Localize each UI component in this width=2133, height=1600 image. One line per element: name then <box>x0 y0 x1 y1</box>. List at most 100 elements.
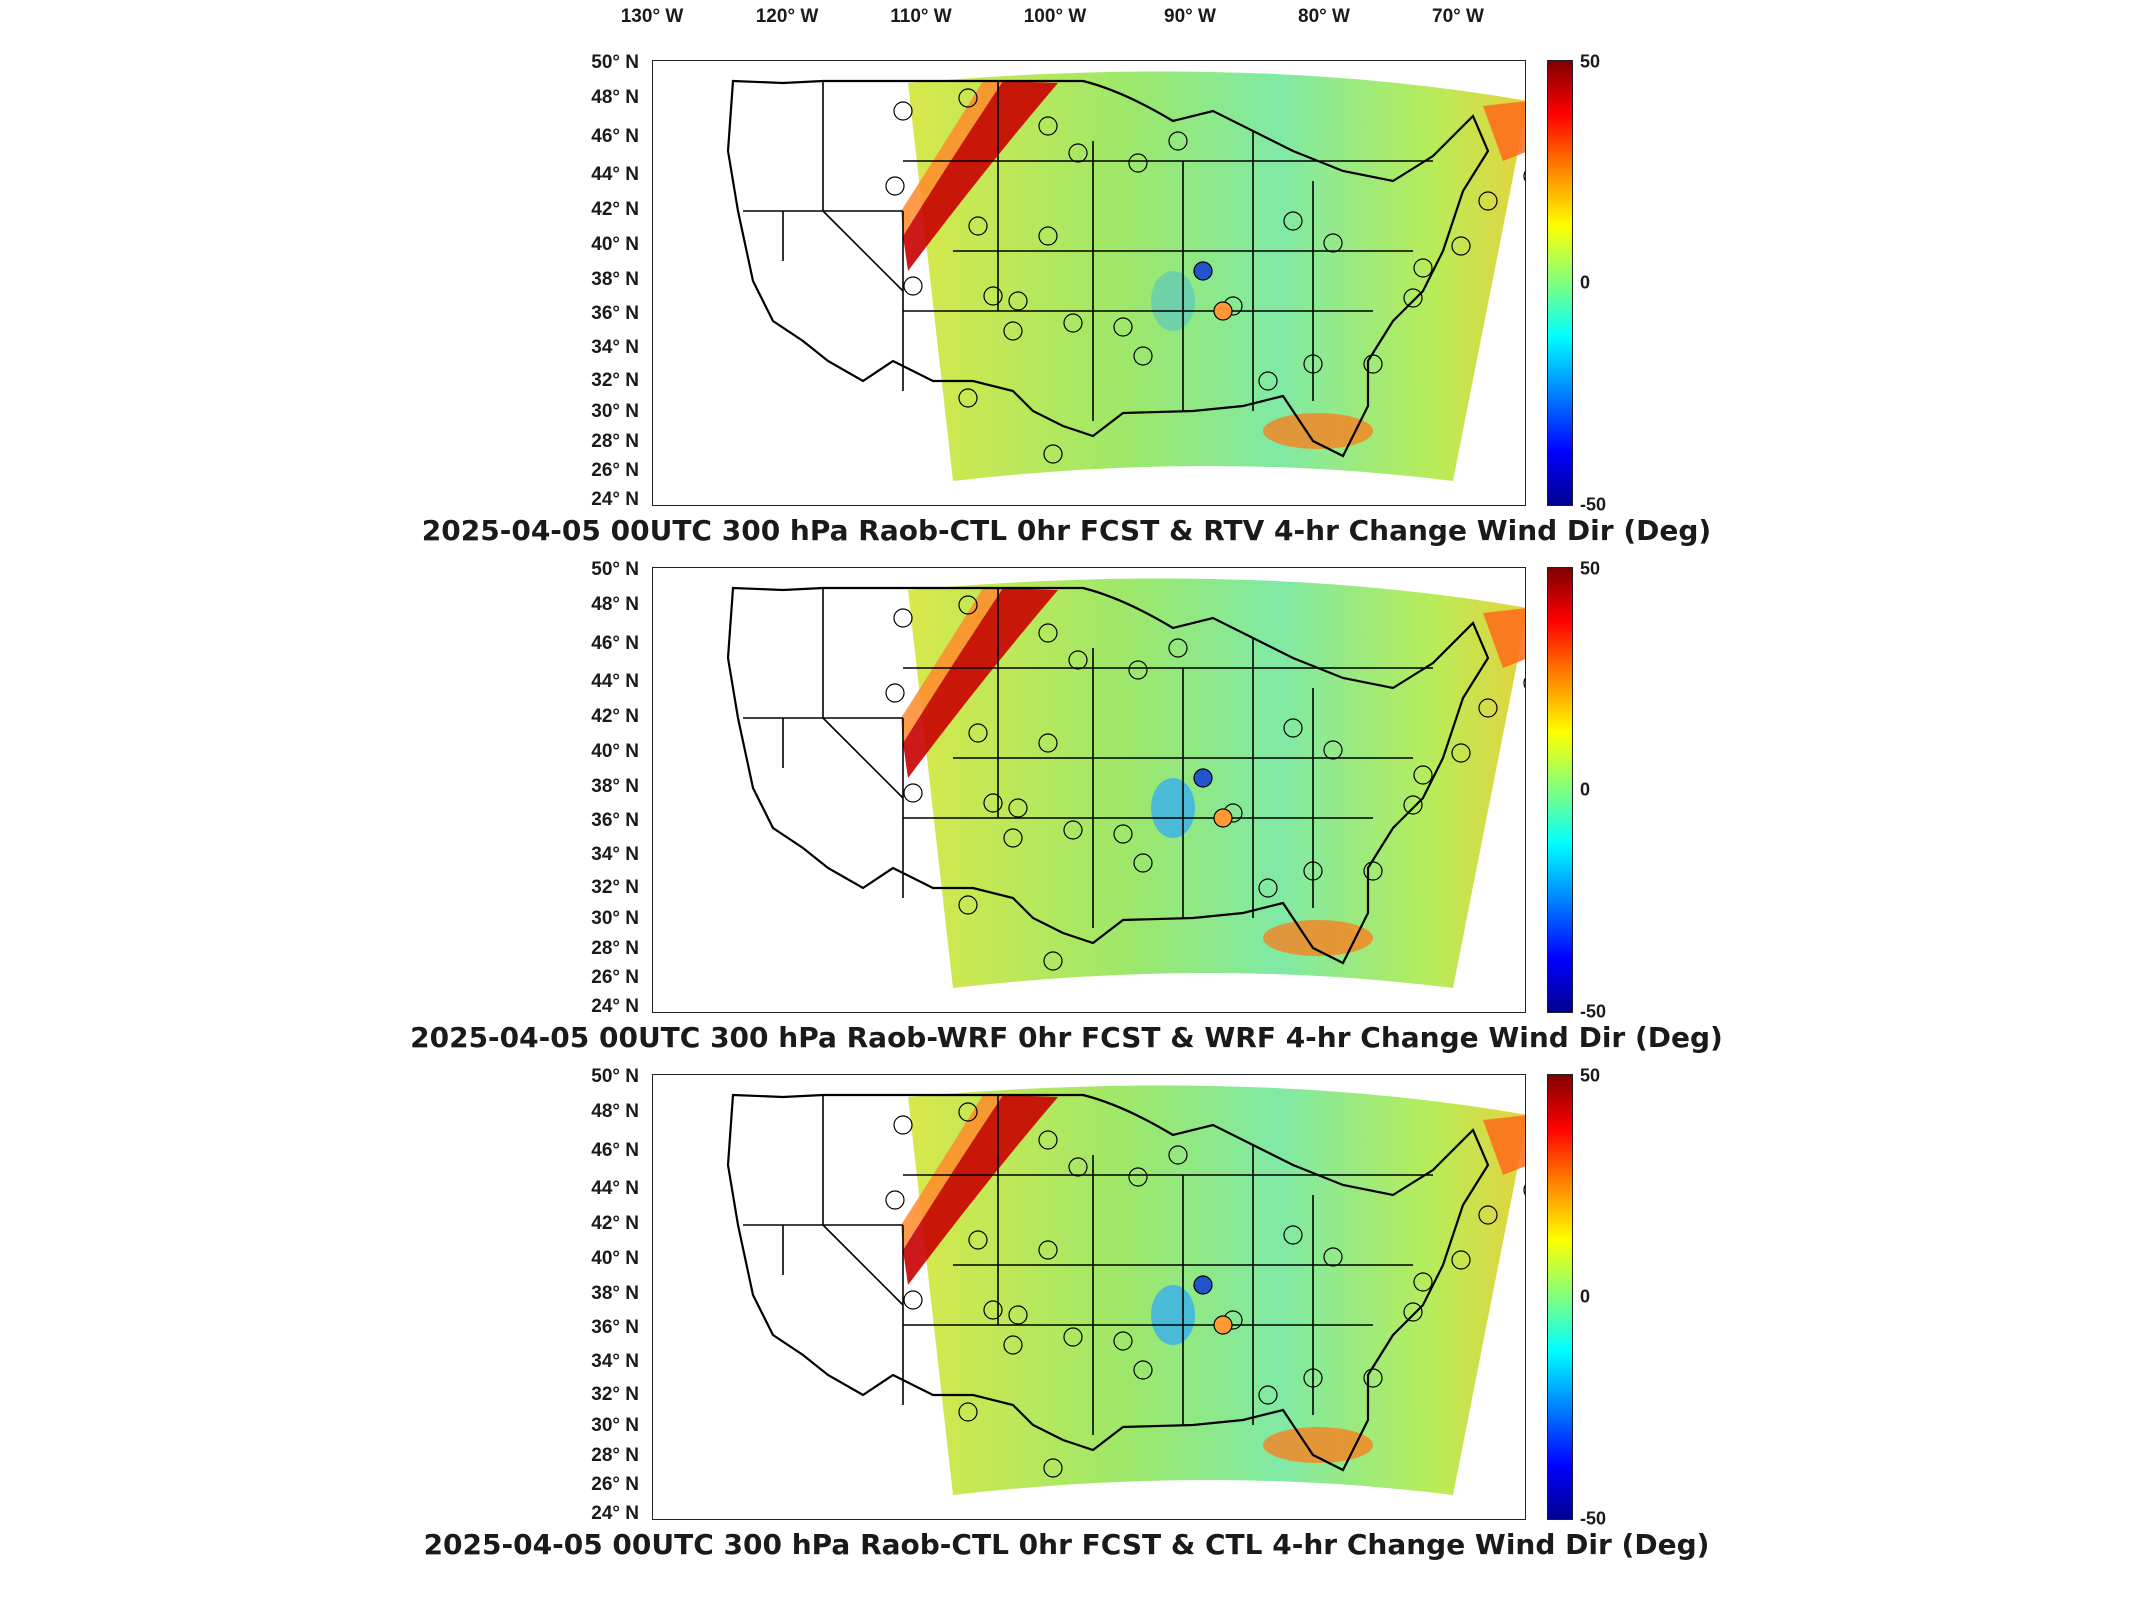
raob-station-marker <box>1323 233 1343 253</box>
raob-station-marker <box>1063 1327 1083 1347</box>
map-panel-2: 50 0 -50 2025-04-05 00UTC 300 hPa Raob-W… <box>0 557 2133 1057</box>
longitude-axis: 130° W 120° W 110° W 100° W 90° W 80° W … <box>0 0 2133 50</box>
lat-label: 44° N <box>591 671 639 692</box>
raob-station-marker <box>983 793 1003 813</box>
colorbar-mid-label: 0 <box>1580 1286 1591 1307</box>
raob-station-marker <box>1451 743 1471 763</box>
lat-label: 46° N <box>591 1140 639 1161</box>
raob-station-marker <box>1363 354 1383 374</box>
lat-label: 38° N <box>591 269 639 290</box>
raob-station-marker <box>1213 301 1233 321</box>
lat-label: 44° N <box>591 1178 639 1199</box>
raob-station-marker <box>1213 1315 1233 1335</box>
raob-station-marker <box>958 1402 978 1422</box>
colorbar-max-label: 50 <box>1580 51 1601 72</box>
lat-label: 30° N <box>591 401 639 422</box>
raob-station-marker <box>1068 650 1088 670</box>
lat-label: 32° N <box>591 1384 639 1405</box>
lat-label: 34° N <box>591 844 639 865</box>
raob-station-marker <box>1113 824 1133 844</box>
raob-station-marker <box>1303 1368 1323 1388</box>
raob-station-marker <box>1258 371 1278 391</box>
raob-station-marker <box>1063 820 1083 840</box>
map-frame <box>652 567 1526 1013</box>
colorbar <box>1547 567 1573 1013</box>
raob-station-marker <box>1008 1305 1028 1325</box>
raob-station-marker <box>1133 853 1153 873</box>
model-field <box>908 71 1525 481</box>
lat-label: 34° N <box>591 1351 639 1372</box>
map-panel-3: 50 0 -50 2025-04-05 00UTC 300 hPa Raob-C… <box>0 1064 2133 1564</box>
raob-station-marker <box>1413 1272 1433 1292</box>
raob-station-marker <box>1451 236 1471 256</box>
lat-label: 24° N <box>591 1503 639 1524</box>
panel-title: 2025-04-05 00UTC 300 hPa Raob-CTL 0hr FC… <box>423 1528 1710 1561</box>
raob-station-marker <box>958 1102 978 1122</box>
colorbar-mid-label: 0 <box>1580 272 1591 293</box>
raob-station-marker <box>1063 313 1083 333</box>
raob-station-marker <box>1323 1247 1343 1267</box>
raob-station-marker <box>1038 1130 1058 1150</box>
lat-label: 48° N <box>591 87 639 108</box>
lat-label: 24° N <box>591 996 639 1017</box>
map-canvas <box>726 578 1525 988</box>
lat-label: 36° N <box>591 1317 639 1338</box>
raob-station-marker <box>1168 131 1188 151</box>
lat-label: 32° N <box>591 370 639 391</box>
map-frame <box>652 60 1526 506</box>
raob-station-marker <box>1403 1302 1423 1322</box>
raob-station-marker <box>885 1190 905 1210</box>
colorbar-max-label: 50 <box>1580 1065 1601 1086</box>
lon-label-100w: 100° W <box>1023 6 1087 27</box>
raob-station-marker <box>1258 878 1278 898</box>
raob-station-marker <box>1523 170 1525 182</box>
raob-station-marker <box>1283 1225 1303 1245</box>
raob-station-marker <box>1043 951 1063 971</box>
map-frame <box>652 1074 1526 1520</box>
raob-station-marker <box>958 895 978 915</box>
raob-station-marker <box>1523 1184 1525 1196</box>
raob-station-marker <box>903 276 923 296</box>
lat-label: 26° N <box>591 460 639 481</box>
raob-station-marker <box>983 286 1003 306</box>
model-field <box>908 578 1525 988</box>
lat-label: 36° N <box>591 810 639 831</box>
raob-station-marker <box>885 683 905 703</box>
lat-label: 40° N <box>591 234 639 255</box>
raob-station-marker <box>1403 288 1423 308</box>
colorbar-min-label: -50 <box>1580 1508 1607 1529</box>
raob-station-marker <box>1038 733 1058 753</box>
raob-station-marker <box>1038 623 1058 643</box>
model-field <box>908 1085 1525 1495</box>
state-boundary <box>822 1224 904 1306</box>
raob-station-marker <box>1258 1385 1278 1405</box>
lat-label: 32° N <box>591 877 639 898</box>
lat-label: 46° N <box>591 633 639 654</box>
raob-station-marker <box>1193 768 1213 788</box>
lat-label: 42° N <box>591 706 639 727</box>
raob-station-marker <box>1413 765 1433 785</box>
lat-label: 30° N <box>591 1415 639 1436</box>
positive-change-band <box>903 588 1058 778</box>
raob-station-marker <box>1038 116 1058 136</box>
raob-station-marker <box>1128 1167 1148 1187</box>
raob-station-marker <box>893 1115 913 1135</box>
lat-label: 44° N <box>591 164 639 185</box>
raob-station-marker <box>1113 1331 1133 1351</box>
raob-station-marker <box>1413 258 1433 278</box>
lat-label: 28° N <box>591 431 639 452</box>
raob-station-marker <box>958 388 978 408</box>
raob-station-marker <box>1283 718 1303 738</box>
lon-label-120w: 120° W <box>755 6 819 27</box>
raob-station-marker <box>1363 1368 1383 1388</box>
raob-station-marker <box>1008 798 1028 818</box>
raob-station-marker <box>1068 143 1088 163</box>
lat-label: 36° N <box>591 303 639 324</box>
raob-station-marker <box>958 88 978 108</box>
lat-label: 26° N <box>591 1474 639 1495</box>
us-border-outline <box>726 79 1490 458</box>
raob-station-marker <box>1303 861 1323 881</box>
raob-station-marker <box>1043 1458 1063 1478</box>
lat-label: 38° N <box>591 776 639 797</box>
raob-station-marker <box>1003 1335 1023 1355</box>
